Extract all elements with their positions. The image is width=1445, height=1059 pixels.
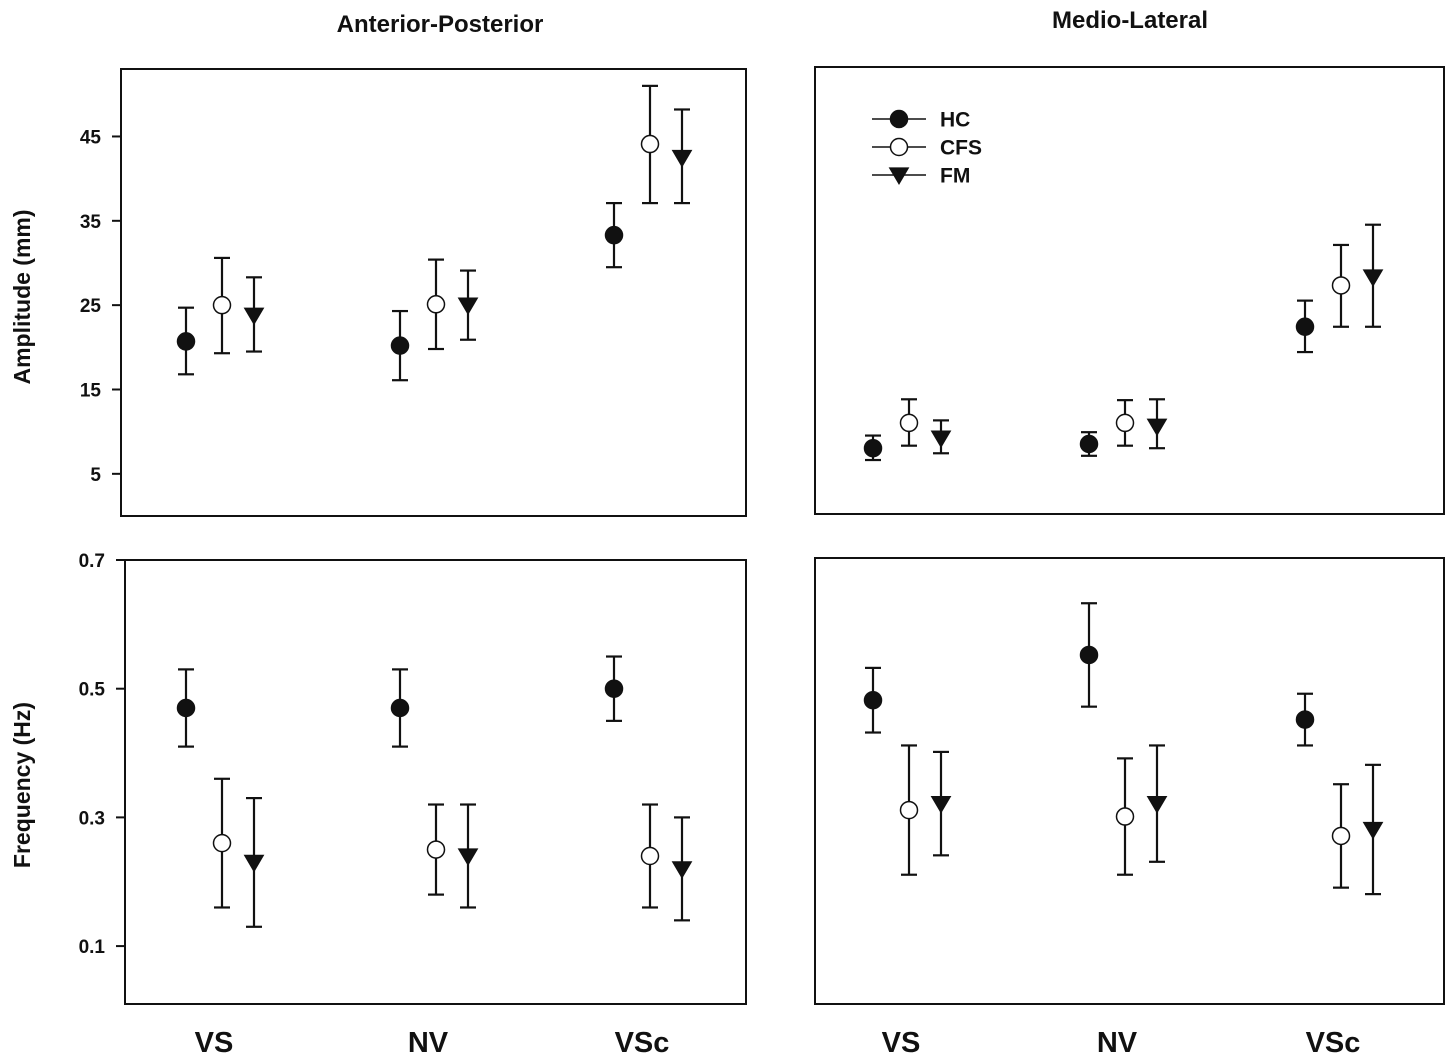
y-tick-label: 0.3: [79, 808, 105, 829]
point-cfs-vs: [899, 413, 919, 433]
point-cfs-nv: [1115, 807, 1135, 826]
point-fm-vs: [243, 307, 265, 326]
y-tick-label: 45: [80, 127, 102, 148]
category-label-vsc: VSc: [615, 1027, 670, 1059]
point-fm-vsc: [1362, 821, 1384, 840]
plot-frame: [120, 68, 747, 517]
category-label-vsc: VSc: [1306, 1027, 1361, 1059]
point-fm-vsc: [671, 149, 693, 168]
legend: HC CFS FM: [872, 109, 982, 188]
legend-item-cfs: CFS: [872, 137, 982, 160]
point-hc-nv: [1079, 434, 1099, 454]
y-tick-label: 15: [80, 380, 102, 401]
panel-amplitude-ml: [814, 66, 1445, 515]
point-fm-nv: [1146, 795, 1168, 814]
point-cfs-vs: [212, 295, 232, 315]
plot-frame: [124, 559, 747, 1005]
y-axis-label-frequency: Frequency (Hz): [9, 702, 35, 868]
point-hc-vs: [176, 698, 196, 718]
category-label-vs: VS: [195, 1027, 234, 1059]
point-cfs-nv: [426, 295, 446, 314]
point-fm-vs: [930, 795, 952, 814]
category-label-nv: NV: [1097, 1027, 1138, 1059]
point-cfs-vsc: [1331, 826, 1351, 846]
column-title-ap: Anterior-Posterior: [337, 11, 544, 38]
y-tick-label: 0.7: [79, 551, 105, 572]
point-fm-vs: [243, 854, 265, 873]
category-label-nv: NV: [408, 1027, 449, 1059]
y-tick-label: 35: [80, 212, 102, 233]
legend-label: FM: [940, 165, 970, 188]
legend-marker: [888, 167, 910, 186]
point-fm-nv: [457, 297, 479, 316]
y-tick-label: 5: [90, 465, 101, 486]
legend-item-hc: HC: [872, 109, 970, 132]
legend-marker: [889, 137, 909, 157]
point-hc-vsc: [604, 679, 624, 698]
point-cfs-vsc: [640, 846, 660, 866]
legend-marker: [889, 109, 909, 129]
panel-frequency-ml: [814, 557, 1445, 1005]
point-cfs-vsc: [640, 134, 660, 154]
point-hc-vsc: [604, 225, 624, 245]
plot-frame: [814, 66, 1445, 515]
point-hc-nv: [390, 336, 410, 355]
panel-frequency-ap: 0.1 0.3 0.5 0.7: [79, 551, 747, 1005]
point-cfs-nv: [426, 840, 446, 859]
point-fm-vs: [930, 430, 952, 449]
point-cfs-vsc: [1331, 276, 1351, 295]
y-tick-label: 0.1: [79, 937, 106, 958]
legend-item-fm: FM: [872, 165, 970, 188]
point-cfs-vs: [899, 800, 919, 820]
legend-label: CFS: [940, 137, 982, 160]
point-hc-vs: [176, 332, 196, 351]
point-hc-vs: [863, 438, 883, 458]
panel-amplitude-ap: 5 15 25 35 45: [80, 68, 747, 517]
y-axis-label-amplitude: Amplitude (mm): [9, 209, 35, 384]
y-tick-label: 25: [80, 296, 102, 317]
point-fm-nv: [457, 848, 479, 867]
point-fm-nv: [1146, 418, 1168, 437]
point-cfs-vs: [212, 833, 232, 853]
column-title-ml: Medio-Lateral: [1052, 7, 1208, 34]
y-tick-label: 0.5: [79, 680, 106, 701]
point-fm-vsc: [1362, 269, 1384, 288]
x-category-labels: VS NV VSc VS NV VSc: [195, 1027, 1361, 1059]
category-label-vs: VS: [882, 1027, 921, 1059]
point-hc-nv: [1079, 645, 1099, 665]
point-cfs-nv: [1115, 413, 1135, 433]
point-fm-vsc: [671, 861, 693, 879]
point-hc-vsc: [1295, 710, 1315, 729]
panels: 5 15 25 35 45 0.1 0.3 0.5 0.7: [79, 66, 1445, 1005]
point-hc-vsc: [1295, 317, 1315, 337]
plot-frame: [814, 557, 1445, 1005]
legend-label: HC: [940, 109, 970, 132]
point-hc-vs: [863, 690, 883, 710]
point-hc-nv: [390, 698, 410, 718]
